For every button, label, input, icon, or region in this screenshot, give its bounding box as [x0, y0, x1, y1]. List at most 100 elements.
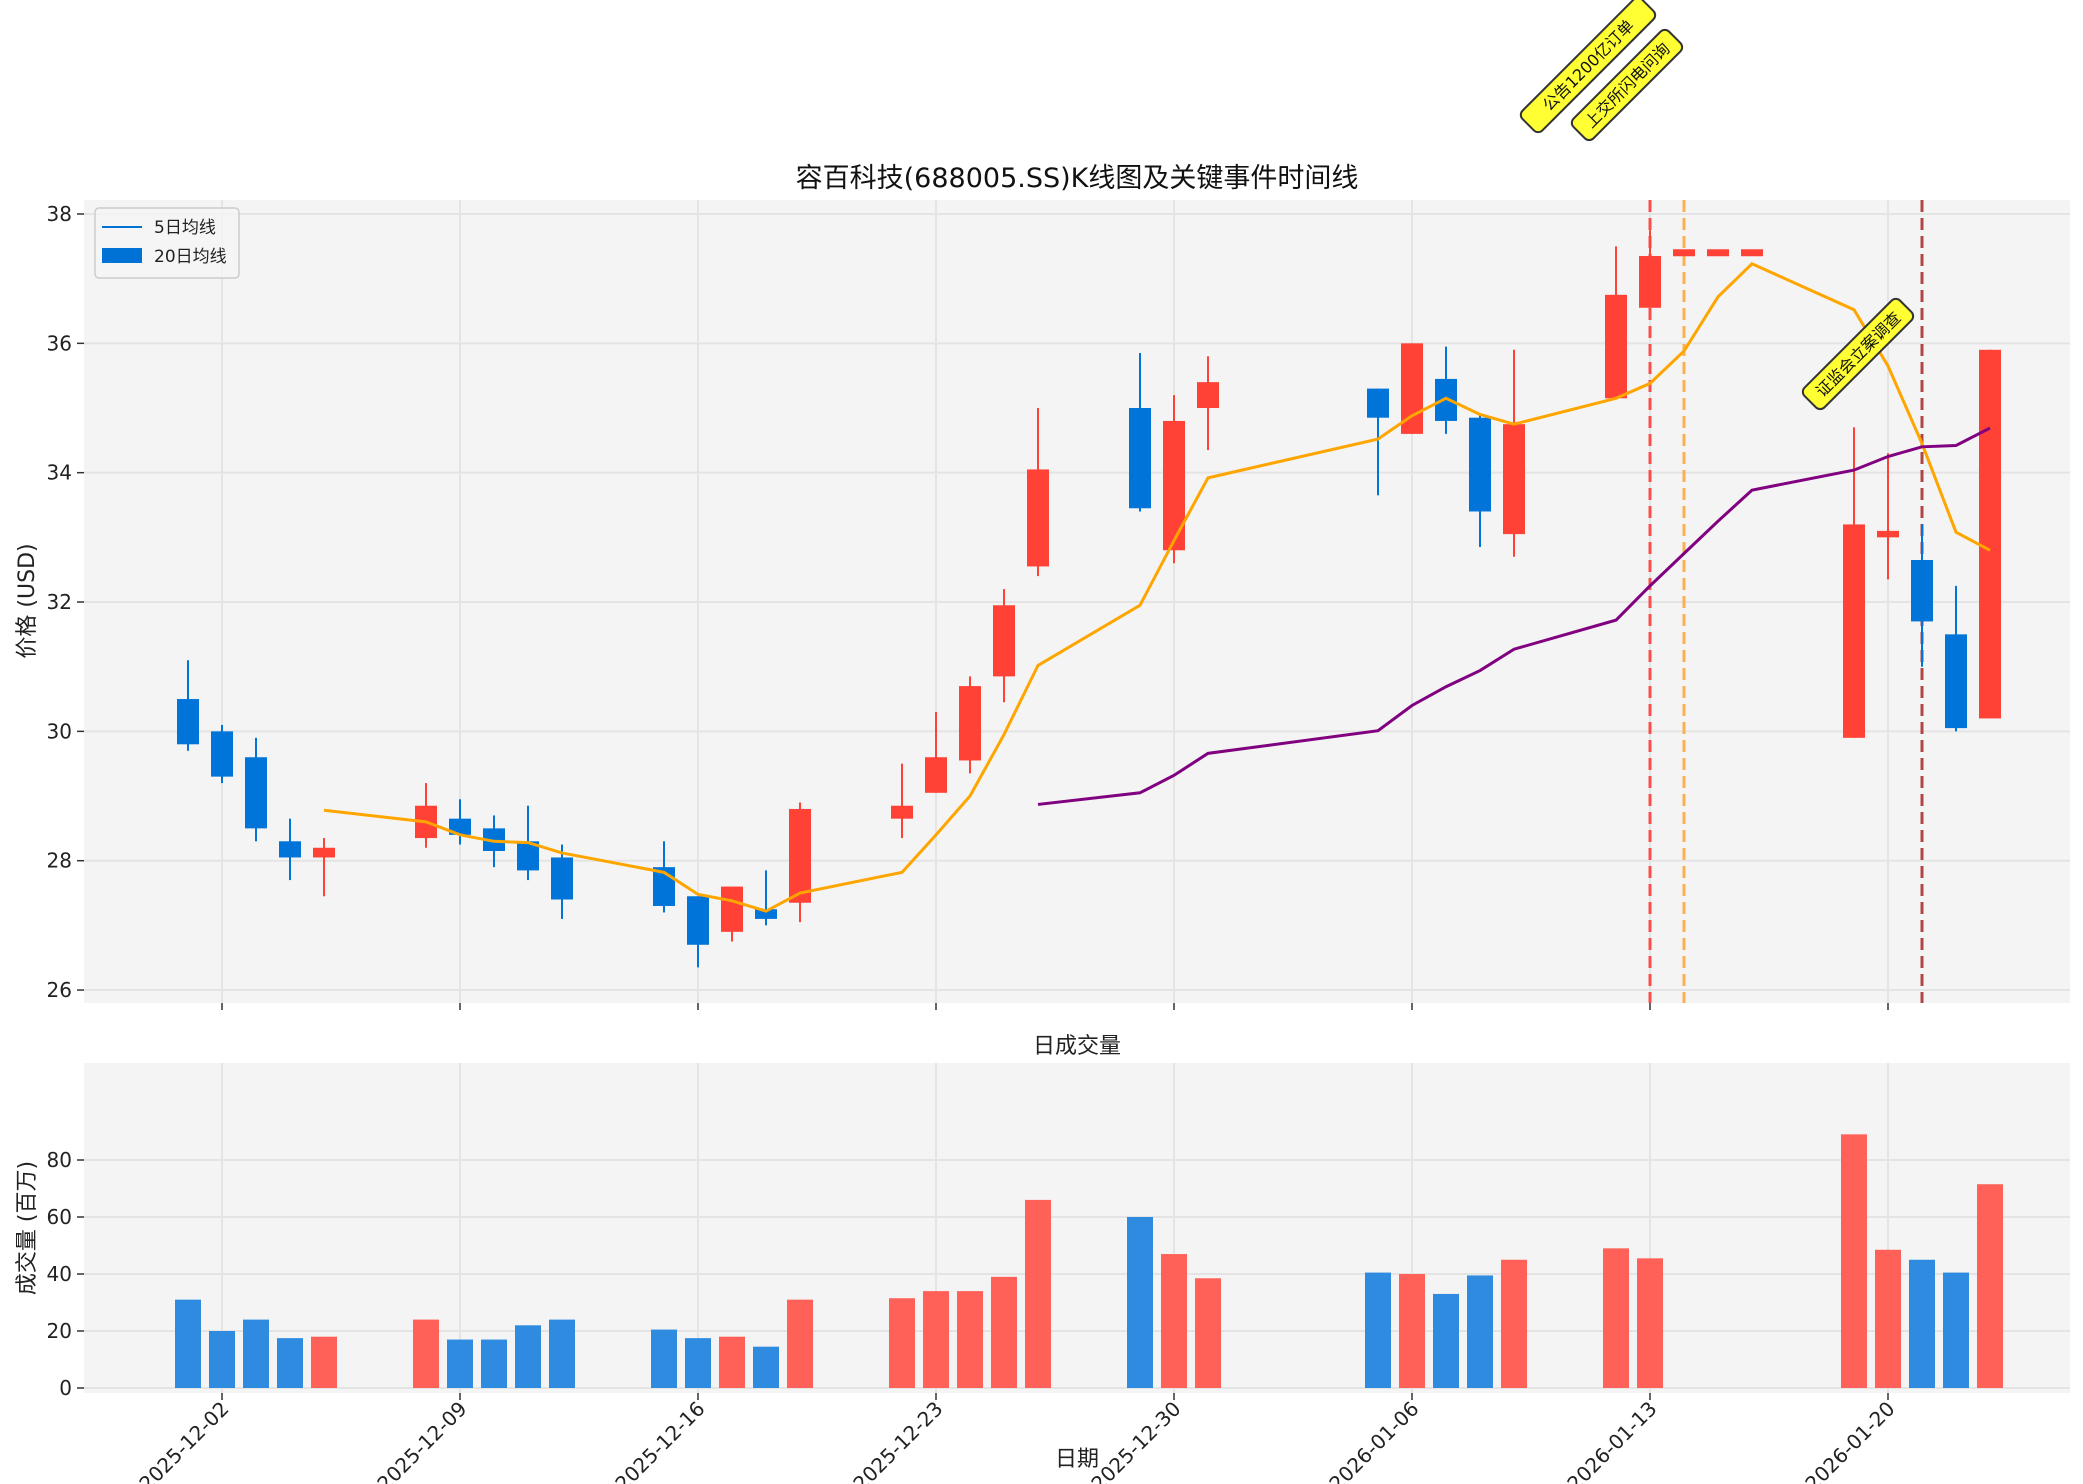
volume-bar — [549, 1319, 575, 1388]
volume-bar — [1127, 1217, 1153, 1388]
candle-down — [517, 841, 539, 871]
volume-bar — [685, 1338, 711, 1388]
candle-down — [1911, 559, 1933, 622]
candle-down — [279, 841, 301, 858]
candle-up — [1503, 424, 1525, 535]
moving-average-lines — [323, 262, 1991, 913]
x-tick-label: 2026-01-20 — [1800, 1397, 1899, 1484]
chart-title: 容百科技(688005.SS)K线图及关键事件时间线 — [796, 163, 1359, 194]
candle-down — [449, 818, 471, 835]
volume-bar — [1943, 1272, 1969, 1388]
legend-ma20-label: 20日均线 — [154, 247, 227, 267]
volume-bar — [175, 1299, 201, 1388]
candlesticks — [177, 230, 2001, 968]
volume-bar — [651, 1329, 677, 1388]
x-tick-label: 2025-12-16 — [610, 1397, 709, 1484]
x-axis-label: 日期 — [1055, 1447, 1099, 1472]
ma20-line — [1037, 426, 1991, 806]
y-tick-label: 28 — [47, 849, 72, 873]
ma20-legend-swatch — [102, 248, 142, 263]
candle-up — [1197, 382, 1219, 409]
x-tick-label: 2026-01-13 — [1562, 1397, 1661, 1484]
y-tick-label: 40 — [47, 1262, 72, 1286]
x-tick-label: 2025-12-02 — [134, 1397, 233, 1484]
y-tick-label: 80 — [47, 1148, 72, 1172]
volume-bar — [209, 1331, 235, 1388]
price-y-axis-label: 价格 (USD) — [15, 543, 40, 658]
x-tick-label: 2025-12-23 — [848, 1397, 947, 1484]
volume-bar — [1501, 1259, 1527, 1388]
y-tick-label: 38 — [47, 202, 72, 226]
candle-down — [177, 699, 199, 745]
price-grid — [84, 200, 2070, 1003]
volume-bar — [1977, 1184, 2003, 1388]
price-x-ticks — [221, 1003, 1889, 1010]
candle-up — [721, 886, 743, 932]
candle-up — [959, 686, 981, 761]
volume-bar — [991, 1276, 1017, 1388]
y-tick-label: 0 — [59, 1376, 72, 1400]
volume-bar — [753, 1346, 779, 1388]
y-tick-label: 36 — [47, 331, 72, 355]
volume-bar — [277, 1338, 303, 1388]
volume-bar — [1161, 1254, 1187, 1388]
y-tick-label: 26 — [47, 978, 72, 1002]
candle-down — [755, 909, 777, 919]
candle-up — [1843, 524, 1865, 738]
volume-bar — [311, 1336, 337, 1388]
y-tick-label: 34 — [47, 461, 72, 485]
candle-up — [925, 757, 947, 793]
candle-up — [1877, 530, 1899, 538]
ma5-line — [323, 262, 1991, 913]
volume-y-axis: 0 20 40 60 80 — [47, 1148, 84, 1400]
volume-bar — [481, 1339, 507, 1388]
candle-up — [1401, 343, 1423, 434]
volume-bar — [515, 1325, 541, 1388]
annotation-box — [1801, 297, 1915, 411]
price-y-axis: 26 28 30 32 34 36 38 — [47, 202, 84, 1002]
candle-up — [1979, 349, 2001, 719]
volume-y-axis-label: 成交量 (百万) — [15, 1161, 40, 1295]
volume-bar — [1195, 1278, 1221, 1388]
volume-plot-area — [84, 1063, 2070, 1393]
candle-up — [1639, 256, 1661, 308]
volume-bar — [719, 1336, 745, 1388]
volume-bar — [243, 1319, 269, 1388]
candle-down — [1129, 408, 1151, 509]
candle-down — [1945, 634, 1967, 729]
volume-bar — [889, 1298, 915, 1388]
volume-bar — [1637, 1258, 1663, 1388]
volume-bar — [923, 1291, 949, 1388]
volume-bar — [447, 1339, 473, 1388]
y-tick-label: 60 — [47, 1205, 72, 1229]
legend: 5日均线 20日均线 — [94, 207, 240, 279]
volume-bar — [1433, 1293, 1459, 1388]
volume-title: 日成交量 — [1033, 1034, 1121, 1059]
candle-down — [687, 896, 709, 945]
y-tick-label: 30 — [47, 719, 72, 743]
candle-up — [993, 605, 1015, 677]
volume-bar — [1875, 1249, 1901, 1388]
candle-down — [245, 757, 267, 829]
annotation-box — [1570, 28, 1684, 142]
candle-up — [1163, 420, 1185, 551]
volume-bar — [1467, 1275, 1493, 1388]
candle-up — [789, 808, 811, 903]
volume-bar — [1909, 1259, 1935, 1388]
volume-bar — [1025, 1199, 1051, 1388]
volume-bar — [413, 1319, 439, 1388]
volume-bar — [1365, 1272, 1391, 1388]
volume-bar — [1841, 1134, 1867, 1388]
volume-bar — [1603, 1248, 1629, 1388]
x-tick-label: 2025-12-09 — [372, 1397, 471, 1484]
date-x-axis: 2025-12-02 2025-12-09 2025-12-16 2025-12-23… — [134, 1393, 1900, 1484]
y-tick-label: 20 — [47, 1319, 72, 1343]
x-tick-label: 2025-12-30 — [1086, 1397, 1185, 1484]
candle-down — [211, 731, 233, 777]
candle-down — [483, 828, 505, 851]
volume-bar — [787, 1299, 813, 1388]
x-tick-label: 2026-01-06 — [1324, 1397, 1423, 1484]
candle-up — [1027, 469, 1049, 567]
candle-up — [313, 847, 335, 858]
